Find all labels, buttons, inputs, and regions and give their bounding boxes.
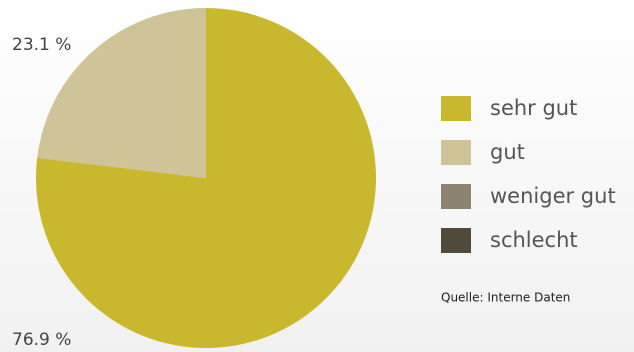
legend-label: schlecht [490, 228, 578, 252]
slice-label: 76.9 % [12, 330, 71, 350]
legend-swatch [441, 140, 471, 165]
pie-slice [37, 8, 206, 178]
legend-label: gut [490, 140, 525, 164]
legend-swatch [441, 96, 471, 121]
legend-swatch [441, 228, 471, 253]
source-note: Quelle: Interne Daten [441, 291, 570, 305]
legend-label: sehr gut [490, 96, 577, 120]
slice-label: 23.1 % [12, 35, 71, 55]
legend-label: weniger gut [490, 184, 616, 208]
pie-slice [36, 8, 377, 348]
legend-swatch [441, 184, 471, 209]
